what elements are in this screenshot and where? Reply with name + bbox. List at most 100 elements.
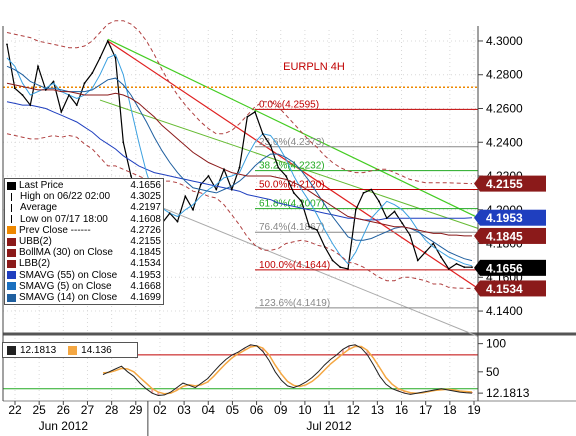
x-tick-label: 09 [274,403,288,417]
green-trendline-lower [99,99,479,229]
month-label: Jul 2012 [306,419,352,433]
price-point [300,200,303,203]
price-point [99,56,101,59]
price-point [60,110,63,113]
legend-value: 4.1656 [130,180,161,191]
legend-row-name: BollMA (30) on Close [7,247,113,258]
legend-row: UBB(2) 4.2155 [7,236,161,247]
legend-row: Average 4.2197 [7,202,161,213]
price-point [416,259,419,262]
price-point [308,225,311,228]
indicator-y-tick-label: 100 [486,337,506,351]
price-point [440,256,442,258]
price-badge-label: 4.2155 [486,177,523,191]
price-point [52,80,55,83]
gray-trendline [146,200,479,337]
price-point [370,188,373,191]
price-point [463,266,466,269]
price-point [215,188,218,191]
legend-row-name: Last Price [7,180,63,191]
price-point [316,229,318,231]
legend-value: 4.1668 [130,280,161,292]
price-point [44,89,47,91]
legend-row-name: SMAVG (5) on Close [7,281,112,292]
price-point [362,191,365,194]
legend-row-name: Prev Close ------ [7,225,91,236]
price-point [347,267,349,270]
legend-row: SMAVG (55) on Close 4.1953 [7,270,161,281]
price-point [261,132,264,135]
price-point [323,246,326,248]
series-smavg-14-on-close [6,65,473,262]
indicator-legend-label: 14.136 [81,344,112,356]
price-badge-label: 4.1845 [486,229,523,243]
price-point [83,82,86,85]
legend-row-name: Low on 07/17 18:00 [7,214,108,225]
y-tick-label: 4.3000 [486,34,523,48]
legend-row-name: LBB(2) [7,258,50,269]
series-bollma-30-on-close [6,82,472,237]
price-point [447,267,450,270]
price-point [114,56,117,59]
x-tick-label: 25 [32,403,46,417]
legend-label: Last Price [19,180,64,191]
series-smavg-55-on-close [6,101,473,221]
x-tick-label: 26 [57,403,71,417]
price-point [385,217,388,220]
x-tick-label: 28 [105,403,119,417]
legend-box: Last Price 4.1656 High on 06/22 02:00 4.302… [4,178,164,306]
fib-level-label: 61.8%(4.2007) [259,199,325,210]
series-ubb-2 [6,20,473,185]
legend-row-name: UBB(2) [7,236,52,247]
price-point [378,200,380,203]
legend-value: 4.2726 [130,224,161,236]
x-tick-label: 29 [129,403,143,417]
fib-level-label: 123.6%(4.1419) [259,298,330,309]
darkred-square-icon [7,237,16,246]
price-point [331,259,334,262]
price-point [277,166,280,169]
price-point [269,144,272,147]
price-badge [480,209,546,226]
price-point [37,65,39,68]
x-tick-label: 19 [467,403,481,417]
black-square-icon [7,181,16,190]
legend-value: 4.1534 [130,258,161,270]
legend-label: High on 06/22 02:00 [20,191,111,203]
price-badge-arrow [474,175,480,192]
price-point [91,72,94,74]
x-tick-label: 06 [250,403,264,417]
legend-row: Low on 07/17 18:00 4.1608 [7,214,161,225]
price-badge-arrow [474,209,480,226]
indicator-swatch-icon [7,345,16,355]
price-point [130,175,132,177]
fib-level-label: 38.2%(4.2232) [259,161,325,172]
chart-title: EURPLN 4H [283,61,345,73]
legend-row: BollMA (30) on Close 4.1845 [7,247,161,258]
price-point [176,220,179,223]
indicator-main-line [102,344,473,397]
price-point [199,183,202,186]
price-point [285,175,287,177]
price-point [207,175,210,177]
price-point [471,266,473,269]
legend-row: High on 06/22 02:00 4.3025 [7,191,161,202]
price-badge [480,175,546,192]
legend-value: 4.2197 [130,202,161,214]
darkred-square-icon [7,260,16,269]
legend-row-name: High on 06/22 02:00 [7,191,110,202]
price-badge-label: 4.1656 [486,261,523,275]
green-trendline [107,38,479,219]
price-point [223,168,225,171]
x-tick-label: 27 [81,403,95,417]
price-point [184,195,187,198]
fib-level-label: 100.0%(4.1644) [259,260,330,271]
price-badge-label: 4.1953 [486,211,523,225]
price-point [21,94,24,96]
price-badge-arrow [474,227,480,244]
legend-label: Prev Close ------ [19,224,91,236]
legend-value: 4.1608 [130,213,161,225]
price-point [354,208,357,211]
legend-value: 4.1953 [130,269,161,281]
orange-square-icon [7,226,16,235]
